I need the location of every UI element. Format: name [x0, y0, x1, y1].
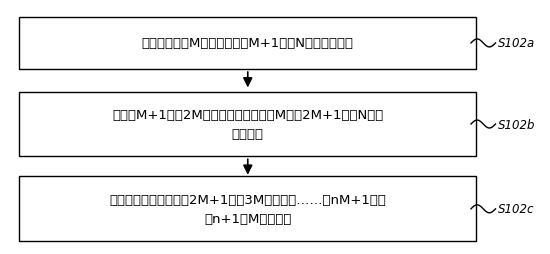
Text: 关闭第一至第M备用电源，第M+1至第N备用电源放电: 关闭第一至第M备用电源，第M+1至第N备用电源放电	[142, 37, 354, 50]
FancyBboxPatch shape	[19, 18, 476, 70]
FancyBboxPatch shape	[19, 177, 476, 241]
Text: S102b: S102b	[498, 118, 536, 131]
Text: 关闭第M+1至第2M备用电源，第一至第M和第2M+1至第N备用
电源放电: 关闭第M+1至第2M备用电源，第一至第M和第2M+1至第N备用 电源放电	[112, 108, 383, 140]
Text: S102c: S102c	[498, 202, 535, 215]
FancyBboxPatch shape	[19, 92, 476, 157]
Text: S102a: S102a	[498, 37, 536, 50]
Text: 以此类推，依次关闭第2M+1至第3M备用电源……第nM+1至第
（n+1）M备用电源: 以此类推，依次关闭第2M+1至第3M备用电源……第nM+1至第 （n+1）M备用…	[109, 193, 386, 225]
